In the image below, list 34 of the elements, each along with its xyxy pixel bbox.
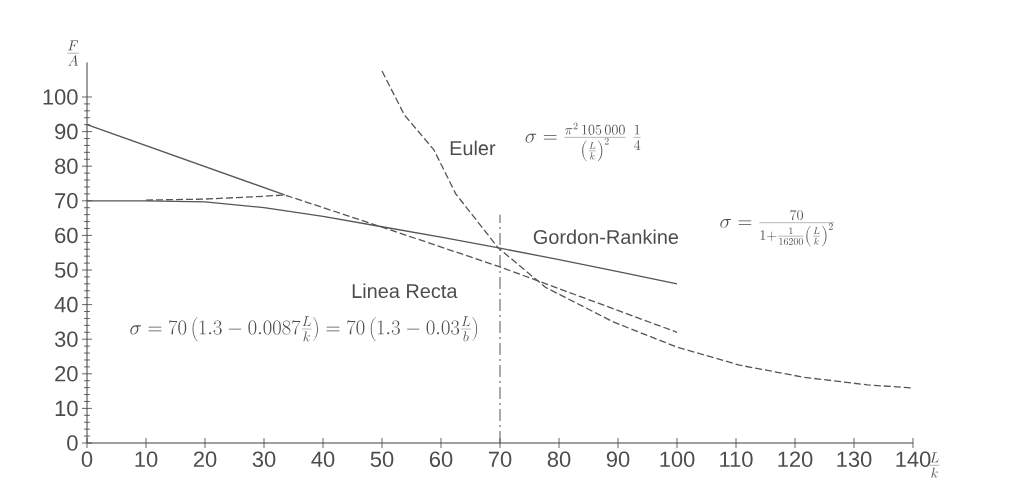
- y-tick-label: 90: [55, 123, 78, 140]
- x-tick-label: 80: [547, 451, 571, 468]
- x-tick-label: 100: [660, 451, 695, 468]
- y-tick-label: 30: [54, 331, 78, 347]
- y-tick-label: 10: [55, 400, 78, 417]
- x-tick-label: 40: [311, 451, 335, 468]
- annotation: Linea Recta: [352, 283, 458, 299]
- y-axis-title: $\frac{F}{A}$: [67, 40, 79, 66]
- y-tick-label: 80: [55, 158, 78, 174]
- annotation: Gordon-Rankine: [533, 229, 679, 245]
- annotation: Euler: [450, 140, 496, 156]
- x-tick-label: 10: [135, 451, 158, 468]
- x-tick-label: 140: [896, 451, 931, 468]
- x-tick-label: 0: [81, 451, 93, 468]
- x-tick-label: 30: [252, 451, 276, 468]
- annotation: $\sigma=\frac{\pi^{2}\,105\,000}{\left(\frac{L}{k}\right)^{2}}\;\frac{1}{4}$: [525, 122, 641, 162]
- y-tick-label: 50: [54, 262, 78, 278]
- x-axis-title: $\frac{L}{k}$: [929, 452, 940, 478]
- y-tick-label: 20: [55, 366, 78, 382]
- y-tick-label: 40: [54, 296, 78, 313]
- y-tick-label: 0: [67, 435, 78, 451]
- y-tick-label: 100: [43, 89, 78, 105]
- x-tick-label: 120: [778, 451, 813, 468]
- y-tick-label: 60: [55, 227, 78, 244]
- x-tick-label: 130: [837, 451, 872, 468]
- x-tick-label: 60: [429, 451, 453, 468]
- x-tick-label: 110: [720, 451, 753, 468]
- y-tick-label: 70: [55, 193, 78, 209]
- x-tick-label: 20: [193, 451, 217, 468]
- x-tick-label: 70: [488, 451, 512, 468]
- x-tick-label: 50: [370, 451, 394, 468]
- annotation: $\sigma=70\left(1.3-0.0087\frac{L}{k}\right)=70\left(1.3-0.03\frac{L}{b}\right)$: [130, 316, 478, 342]
- x-tick-label: 90: [606, 451, 630, 468]
- annotation: $\sigma=\frac{70}{1+\frac{1}{16200}\left(\frac{L}{k}\right)^{2}}$: [720, 210, 834, 247]
